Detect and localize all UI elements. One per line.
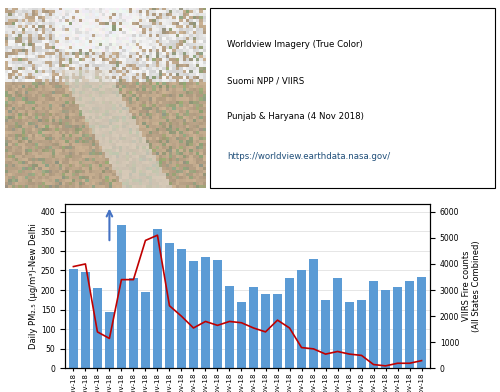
Bar — [261, 294, 270, 368]
Bar — [141, 292, 150, 368]
Fire Counts — [298, 345, 304, 350]
Text: Worldview Imagery (True Color): Worldview Imagery (True Color) — [227, 40, 363, 49]
Bar — [213, 260, 222, 368]
Fire Counts — [142, 238, 148, 243]
Fire Counts — [118, 277, 124, 282]
Bar — [345, 302, 354, 368]
Bar — [417, 277, 426, 368]
Bar — [117, 225, 126, 368]
Fire Counts — [130, 277, 136, 282]
Fire Counts — [82, 261, 88, 266]
Bar — [177, 249, 186, 368]
Fire Counts — [382, 363, 388, 368]
Fire Counts — [346, 352, 352, 356]
Fire Counts — [418, 358, 424, 363]
Bar — [309, 259, 318, 368]
Bar — [333, 278, 342, 368]
Fire Counts — [178, 314, 184, 319]
Fire Counts — [214, 323, 220, 328]
Bar — [369, 281, 378, 368]
Bar — [165, 243, 174, 368]
FancyBboxPatch shape — [210, 8, 495, 188]
Bar — [393, 287, 402, 368]
Bar — [189, 261, 198, 368]
Bar — [69, 269, 78, 368]
Bar — [273, 294, 282, 368]
Text: https://worldview.earthdata.nasa.gov/: https://worldview.earthdata.nasa.gov/ — [227, 152, 390, 161]
Bar — [237, 302, 246, 368]
Bar — [297, 270, 306, 368]
Y-axis label: VIIRS Fire counts
(All States Combined): VIIRS Fire counts (All States Combined) — [462, 240, 481, 332]
Line: Fire Counts: Fire Counts — [74, 235, 422, 366]
Fire Counts — [202, 319, 208, 324]
Fire Counts — [250, 326, 256, 330]
Bar — [381, 290, 390, 368]
Text: Suomi NPP / VIIRS: Suomi NPP / VIIRS — [227, 76, 304, 85]
Bar — [201, 257, 210, 368]
Fire Counts — [190, 326, 196, 330]
Fire Counts — [394, 361, 400, 366]
Bar — [129, 278, 138, 368]
Fire Counts — [310, 347, 316, 351]
Text: Punjab & Haryana (4 Nov 2018): Punjab & Haryana (4 Nov 2018) — [227, 113, 364, 122]
Fire Counts — [274, 318, 280, 323]
Bar — [357, 300, 366, 368]
Bar — [93, 288, 102, 368]
Fire Counts — [70, 264, 76, 269]
Fire Counts — [166, 303, 172, 308]
Bar — [153, 229, 162, 368]
Fire Counts — [358, 353, 364, 358]
Y-axis label: Daily PM₂.₅ (μg/m³)-New Delhi: Daily PM₂.₅ (μg/m³)-New Delhi — [29, 223, 38, 349]
Bar — [225, 286, 234, 368]
Bar — [405, 281, 414, 368]
Fire Counts — [106, 336, 112, 341]
Fire Counts — [226, 319, 232, 324]
Fire Counts — [154, 233, 160, 238]
Fire Counts — [94, 330, 100, 334]
Fire Counts — [322, 352, 328, 356]
Bar — [81, 272, 90, 368]
Bar — [105, 312, 114, 368]
Fire Counts — [370, 362, 376, 367]
Bar — [321, 300, 330, 368]
Bar — [285, 278, 294, 368]
Fire Counts — [238, 320, 244, 325]
Fire Counts — [262, 330, 268, 334]
Fire Counts — [406, 361, 412, 366]
Fire Counts — [286, 326, 292, 330]
Fire Counts — [334, 349, 340, 354]
Bar — [249, 287, 258, 368]
